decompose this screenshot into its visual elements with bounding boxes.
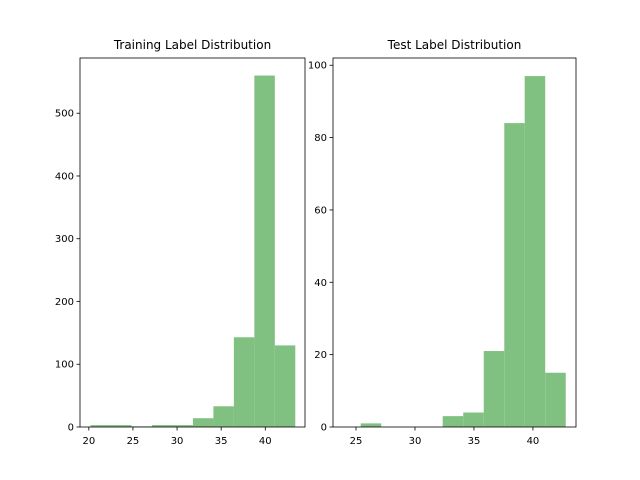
axes-frame xyxy=(79,57,306,428)
bar xyxy=(233,337,255,427)
bar xyxy=(504,123,525,427)
bar xyxy=(152,425,173,427)
x-tick-label: 40 xyxy=(259,436,272,447)
y-tick-label: 60 xyxy=(314,205,327,216)
bar xyxy=(90,425,112,427)
y-tick-label: 300 xyxy=(55,234,74,245)
x-tick-label: 35 xyxy=(468,436,481,447)
x-tick-label: 20 xyxy=(82,436,95,447)
y-tick-label: 100 xyxy=(308,61,327,72)
bar xyxy=(442,416,464,427)
bar xyxy=(254,75,275,428)
x-tick-label: 30 xyxy=(409,436,422,447)
bar xyxy=(274,345,296,427)
x-tick-label: 30 xyxy=(171,436,184,447)
bar xyxy=(192,418,214,427)
chart-title: Training Label Distribution xyxy=(113,38,271,52)
bar xyxy=(360,423,382,427)
bar xyxy=(463,412,484,427)
bar xyxy=(524,76,546,428)
x-tick-label: 40 xyxy=(527,436,540,447)
bar xyxy=(545,372,566,427)
y-tick-label: 80 xyxy=(314,133,327,144)
y-tick-label: 400 xyxy=(55,171,74,182)
y-tick-label: 0 xyxy=(68,423,74,434)
bar xyxy=(172,425,193,427)
y-tick-label: 500 xyxy=(55,109,74,120)
chart-title: Test Label Distribution xyxy=(387,38,522,52)
x-tick-label: 35 xyxy=(215,436,228,447)
y-tick-label: 200 xyxy=(55,297,74,308)
y-tick-label: 0 xyxy=(321,423,327,434)
y-tick-label: 100 xyxy=(55,360,74,371)
x-tick-label: 25 xyxy=(350,436,363,447)
bar xyxy=(213,406,234,427)
x-tick-label: 25 xyxy=(127,436,140,447)
bar xyxy=(111,425,132,427)
y-tick-label: 20 xyxy=(314,350,327,361)
y-tick-label: 40 xyxy=(314,278,327,289)
axes-frame xyxy=(332,57,577,428)
bar xyxy=(483,351,505,427)
